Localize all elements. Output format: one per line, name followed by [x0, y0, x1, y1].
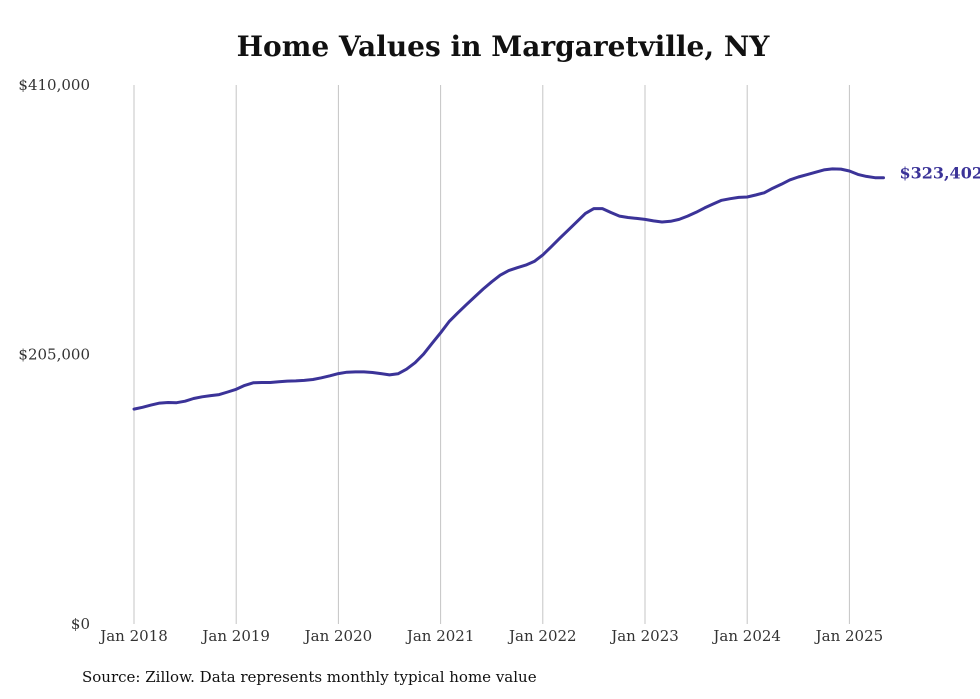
x-tick-label: Jan 2022	[507, 627, 577, 645]
x-tick-label: Jan 2025	[814, 627, 884, 645]
x-tick-label: Jan 2023	[609, 627, 679, 645]
y-tick-label: $0	[71, 615, 90, 633]
chart-title: Home Values in Margaretville, NY	[236, 30, 770, 63]
x-tick-label: Jan 2024	[711, 627, 781, 645]
source-note: Source: Zillow. Data represents monthly …	[82, 668, 537, 686]
x-tick-label: Jan 2018	[98, 627, 168, 645]
x-tick-label: Jan 2021	[405, 627, 475, 645]
last-value-label: $323,402	[899, 164, 980, 183]
x-tick-label: Jan 2020	[303, 627, 373, 645]
x-tick-label: Jan 2019	[200, 627, 270, 645]
y-tick-label: $205,000	[18, 346, 90, 364]
y-tick-label: $410,000	[18, 76, 90, 94]
y-axis: $0 $205,000 $410,000	[18, 76, 90, 633]
gridlines	[133, 85, 850, 624]
x-axis: Jan 2018 Jan 2019 Jan 2020 Jan 2021 Jan 2022…	[98, 627, 883, 645]
series-line	[132, 167, 885, 411]
